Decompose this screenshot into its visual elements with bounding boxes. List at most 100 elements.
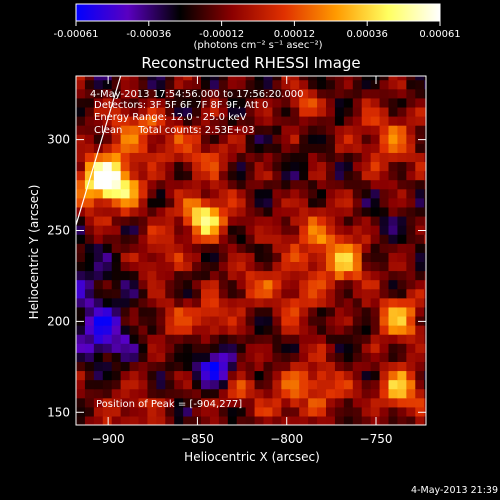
- heatmap-cell: [236, 315, 247, 326]
- heatmap-cell: [263, 143, 274, 153]
- heatmap-cell: [218, 170, 229, 181]
- heatmap-cell: [183, 215, 193, 226]
- heatmap-cell: [290, 79, 300, 90]
- heatmap-cell: [415, 270, 425, 281]
- heatmap-cell: [388, 270, 399, 281]
- heatmap-cell: [183, 115, 193, 126]
- heatmap-cell: [201, 397, 211, 408]
- heatmap-cell: [379, 297, 390, 308]
- heatmap-cell: [209, 179, 220, 190]
- heatmap-cell: [138, 352, 149, 362]
- heatmap-cell: [76, 361, 86, 372]
- heatmap-cell: [102, 225, 113, 235]
- heatmap-cell: [326, 325, 336, 335]
- heatmap-cell: [102, 261, 113, 272]
- heatmap-cell: [227, 179, 238, 190]
- heatmap-cell: [397, 379, 407, 390]
- heatmap-cell: [147, 161, 157, 172]
- heatmap-cell: [138, 388, 149, 399]
- heatmap-cell: [227, 315, 238, 326]
- heatmap-cell: [290, 125, 300, 135]
- heatmap-cell: [299, 334, 309, 344]
- colorbar-tick-label: -0.00012: [199, 29, 244, 40]
- heatmap-cell: [343, 88, 354, 99]
- heatmap-cell: [174, 370, 184, 381]
- y-tick-label: 250: [47, 224, 70, 238]
- heatmap-cell: [415, 125, 425, 135]
- heatmap-cell: [290, 76, 300, 81]
- heatmap-cell: [308, 343, 318, 353]
- heatmap-cell: [379, 379, 390, 390]
- heatmap-cell: [361, 288, 372, 299]
- heatmap-cell: [343, 106, 354, 117]
- heatmap-cell: [120, 343, 131, 353]
- heatmap-cell: [218, 306, 229, 317]
- heatmap-cell: [138, 343, 149, 353]
- heatmap-cell: [352, 406, 363, 417]
- heatmap-cell: [76, 225, 86, 235]
- heatmap-cell: [317, 234, 327, 244]
- heatmap-cell: [76, 334, 86, 344]
- heatmap-cell: [76, 352, 86, 362]
- heatmap-cell: [147, 152, 157, 163]
- heatmap-cell: [415, 197, 425, 208]
- heatmap-cell: [281, 415, 291, 425]
- heatmap-cell: [290, 361, 300, 372]
- heatmap-cell: [201, 315, 211, 326]
- heatmap-cell: [317, 170, 327, 181]
- heatmap-cell: [326, 125, 336, 135]
- heatmap-cell: [102, 334, 113, 344]
- heatmap-cell: [174, 361, 184, 372]
- heatmap-cell: [406, 397, 416, 408]
- heatmap-cell: [245, 297, 256, 308]
- heatmap-cell: [209, 97, 220, 108]
- heatmap-cell: [209, 106, 220, 117]
- heatmap-cell: [120, 270, 131, 281]
- heatmap-cell: [218, 297, 229, 308]
- heatmap-cell: [84, 270, 95, 281]
- heatmap-cell: [174, 79, 184, 90]
- heatmap-cell: [388, 352, 399, 362]
- heatmap-cell: [93, 215, 104, 226]
- heatmap-cell: [183, 370, 193, 381]
- heatmap-cell: [370, 215, 381, 226]
- heatmap-cell: [236, 379, 247, 390]
- heatmap-cell: [397, 243, 407, 253]
- heatmap-cell: [343, 134, 354, 144]
- heatmap-cell: [111, 243, 122, 253]
- heatmap-cell: [326, 188, 336, 199]
- heatmap-cell: [281, 288, 291, 299]
- heatmap-cell: [227, 343, 238, 353]
- heatmap-cell: [218, 161, 229, 172]
- heatmap-cell: [111, 134, 122, 144]
- heatmap-cell: [156, 161, 166, 172]
- heatmap-cell: [76, 206, 86, 217]
- heatmap-cell: [397, 279, 407, 290]
- heatmap-cell: [227, 170, 238, 181]
- heatmap-cell: [93, 161, 104, 172]
- heatmap-cell: [76, 243, 86, 253]
- heatmap-cell: [326, 243, 336, 253]
- heatmap-cell: [93, 306, 104, 317]
- heatmap-cell: [317, 188, 327, 199]
- heatmap-cell: [236, 134, 247, 144]
- heatmap-cell: [93, 206, 104, 217]
- heatmap-cell: [236, 161, 247, 172]
- heatmap-cell: [406, 261, 416, 272]
- heatmap-cell: [236, 279, 247, 290]
- heatmap-cell: [165, 161, 175, 172]
- heatmap-cell: [156, 315, 166, 326]
- heatmap-cell: [334, 261, 345, 272]
- heatmap-cell: [129, 88, 140, 99]
- heatmap-cell: [165, 188, 175, 199]
- heatmap-cell: [227, 152, 238, 163]
- heatmap-cell: [209, 197, 220, 208]
- heatmap-cell: [156, 215, 166, 226]
- heatmap-cell: [183, 243, 193, 253]
- heatmap-cell: [308, 279, 318, 290]
- heatmap-cell: [263, 115, 274, 126]
- heatmap-cell: [84, 261, 95, 272]
- heatmap-cell: [129, 352, 140, 362]
- heatmap-cell: [263, 379, 274, 390]
- heatmap-cell: [254, 352, 265, 362]
